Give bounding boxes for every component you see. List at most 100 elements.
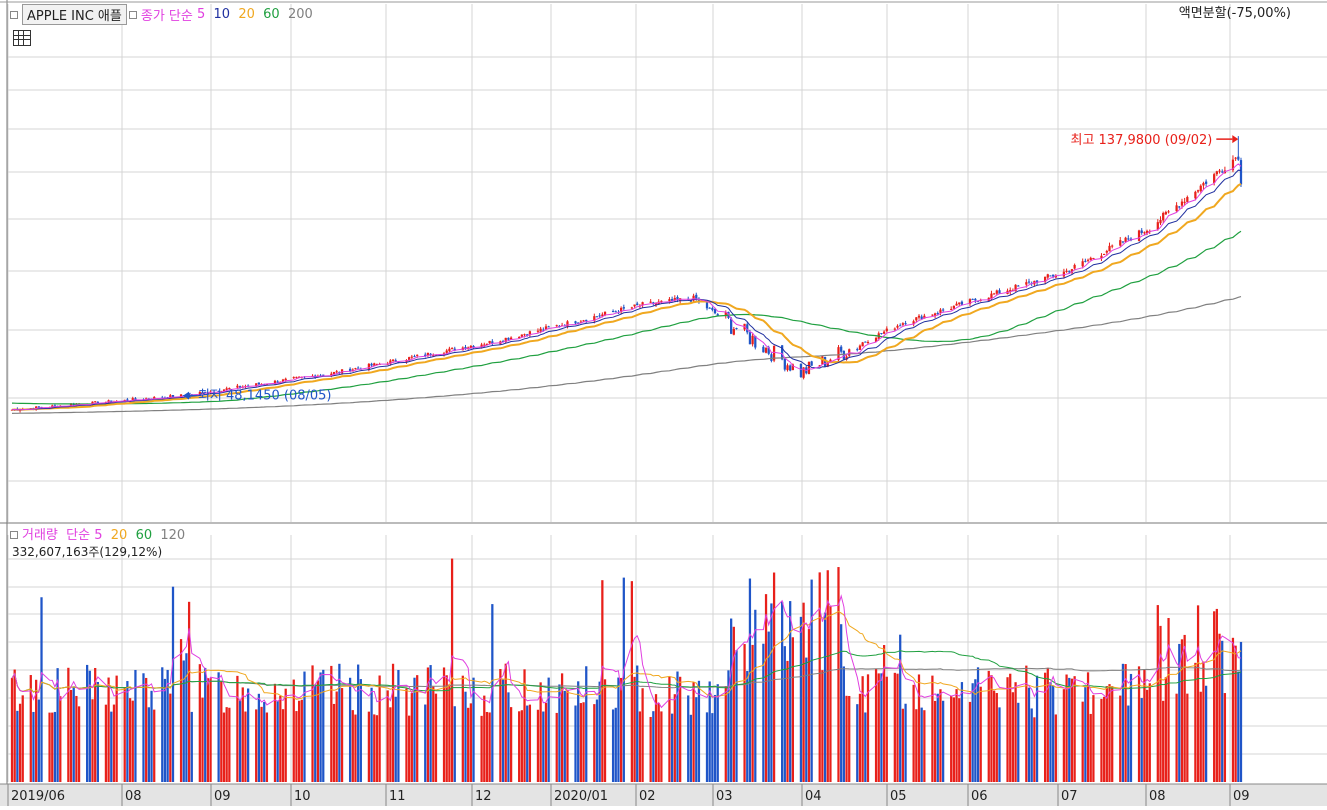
vol-ma5-label[interactable]: 5 — [94, 528, 103, 543]
candle-body — [281, 379, 285, 382]
candle-body — [485, 343, 489, 346]
volume-bar — [204, 667, 207, 782]
ma10-label[interactable]: 10 — [213, 7, 231, 22]
volume-bar — [856, 704, 859, 782]
table-view-icon[interactable] — [13, 30, 31, 46]
volume-bar — [526, 705, 529, 782]
volume-bar — [987, 670, 990, 782]
x-tick-label: 11 — [389, 789, 406, 804]
volume-bar — [126, 681, 129, 782]
volume-bar — [104, 704, 108, 782]
candle-body — [295, 376, 298, 378]
ma5-label[interactable]: 5 — [196, 7, 206, 22]
candle-body — [445, 350, 448, 353]
split-note: 액면분할(-75,00%) — [1178, 6, 1291, 21]
price-ma-label[interactable]: 종가 단순 — [140, 9, 193, 24]
vol-ma20-label[interactable]: 20 — [110, 528, 128, 543]
candle-body — [354, 368, 357, 370]
candle-body — [1121, 241, 1125, 243]
candle-body — [1017, 285, 1020, 287]
ma20-label[interactable]: 20 — [238, 7, 255, 22]
volume-bar — [1014, 682, 1017, 782]
volume-bar — [995, 693, 998, 782]
candle-body — [915, 317, 918, 321]
volume-bar — [244, 711, 247, 782]
volume-bar — [657, 703, 660, 782]
vol-ma120-label[interactable]: 120 — [160, 528, 186, 543]
volume-bar — [1046, 667, 1049, 782]
ma60-label[interactable]: 60 — [263, 7, 280, 22]
candle-body — [1215, 171, 1218, 175]
volume-bar — [998, 707, 1001, 782]
volume-bar — [679, 676, 682, 782]
candle-body — [69, 404, 73, 407]
volume-marker-icon — [10, 531, 18, 539]
candle-body — [579, 321, 583, 323]
symbol-marker-icon — [10, 10, 18, 19]
volume-ma-label[interactable]: 단순 — [66, 528, 91, 543]
volume-bar — [754, 609, 757, 782]
candle-body — [823, 357, 827, 367]
candle-body — [488, 340, 491, 344]
vol-ma60-line — [11, 650, 1242, 693]
volume-label[interactable]: 거래량 — [22, 528, 58, 543]
ma200-label[interactable]: 200 — [287, 7, 313, 22]
volume-bar — [842, 666, 845, 782]
x-tick-label: 04 — [805, 789, 822, 804]
ma200-line — [11, 296, 1242, 414]
candle-body — [670, 299, 674, 301]
candle-body — [912, 321, 915, 325]
candle-body — [332, 371, 336, 375]
volume-bar — [593, 704, 596, 782]
volume-bar — [1196, 605, 1200, 782]
volume-bar — [751, 644, 754, 782]
volume-bar — [86, 664, 89, 782]
candle-body — [217, 390, 220, 392]
candle-body — [153, 397, 156, 399]
volume-bar — [1081, 701, 1084, 782]
candle-body — [1124, 237, 1127, 243]
candle-body — [574, 321, 577, 324]
volume-bar — [128, 698, 132, 782]
volume-bar — [91, 699, 94, 782]
candle-body — [1108, 245, 1111, 252]
candle-body — [1159, 220, 1162, 224]
candle-body — [450, 348, 454, 350]
volume-bar — [281, 709, 285, 782]
candle-body — [789, 365, 792, 371]
candle-body — [933, 313, 937, 316]
candle-body — [134, 398, 137, 400]
candle-body — [673, 298, 676, 301]
volume-bar — [316, 680, 320, 782]
x-tick-label: 03 — [716, 789, 733, 804]
candle-body — [469, 346, 472, 348]
volume-bar — [960, 682, 964, 782]
candle-body — [171, 395, 175, 398]
candle-body — [322, 374, 325, 376]
volume-bar — [598, 681, 601, 782]
candle-body — [711, 308, 714, 310]
vol-ma60-label[interactable]: 60 — [135, 528, 153, 543]
volume-bar — [547, 677, 550, 782]
volume-bar — [1218, 633, 1221, 782]
candle-body — [764, 348, 768, 353]
volume-bar — [94, 667, 97, 782]
candle-body — [416, 354, 419, 356]
symbol-button[interactable]: APPLE INC 애플 — [22, 4, 127, 25]
candle-body — [10, 409, 14, 411]
x-tick-label: 09 — [1233, 789, 1250, 804]
candle-body — [660, 300, 663, 302]
volume-bar — [198, 664, 201, 782]
volume-bar — [848, 695, 851, 782]
candle-body — [373, 363, 376, 366]
volume-bar — [322, 669, 325, 782]
candle-body — [257, 382, 261, 385]
candle-body — [601, 314, 604, 317]
candle-body — [1164, 212, 1167, 215]
candle-body — [974, 298, 977, 301]
volume-bar — [520, 710, 523, 782]
volume-bar — [72, 686, 75, 782]
volume-bar — [689, 714, 693, 782]
